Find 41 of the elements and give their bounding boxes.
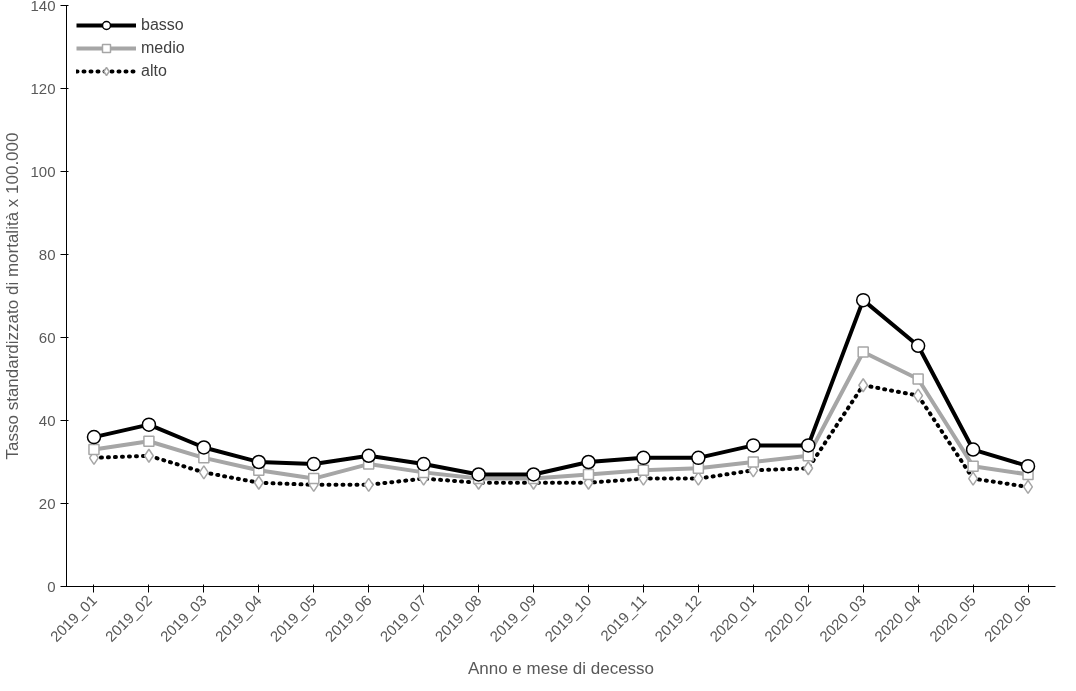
- point: [416, 456, 431, 472]
- y-tick-label: 40: [38, 411, 56, 429]
- point: [801, 438, 816, 453]
- point: [747, 456, 760, 468]
- point: [196, 440, 212, 455]
- y-tick-label: 60: [38, 328, 56, 346]
- legend-label: basso: [141, 16, 184, 34]
- point: [1020, 458, 1036, 474]
- point: [967, 460, 979, 472]
- point: [582, 468, 595, 481]
- point: [691, 450, 706, 466]
- point: [857, 346, 869, 358]
- point: [306, 456, 321, 472]
- point: [471, 467, 486, 482]
- point: [912, 373, 924, 385]
- point: [965, 442, 981, 457]
- point: [526, 467, 541, 482]
- legend-label: alto: [141, 62, 167, 80]
- y-tick-label: 20: [38, 494, 56, 512]
- point: [143, 435, 155, 447]
- point: [746, 438, 761, 453]
- point: [88, 443, 100, 456]
- point: [251, 454, 267, 470]
- point: [86, 429, 102, 445]
- point: [308, 472, 320, 485]
- y-tick-label: 120: [30, 79, 56, 97]
- y-tick-label: 140: [30, 0, 56, 14]
- point: [855, 292, 871, 308]
- point: [637, 464, 650, 477]
- point: [198, 452, 210, 464]
- y-tick-label: 80: [38, 245, 56, 263]
- point: [910, 338, 926, 354]
- y-tick-label: 100: [30, 162, 56, 180]
- point: [581, 454, 596, 470]
- point: [141, 417, 157, 432]
- x-axis-title: Anno e mese di decesso: [467, 658, 655, 678]
- point: [636, 450, 651, 466]
- legend-label: medio: [141, 39, 185, 57]
- y-axis-title: Tasso standardizzato di mortalità x 100.000: [3, 132, 23, 460]
- point: [361, 448, 376, 464]
- y-tick-label: 0: [47, 577, 56, 595]
